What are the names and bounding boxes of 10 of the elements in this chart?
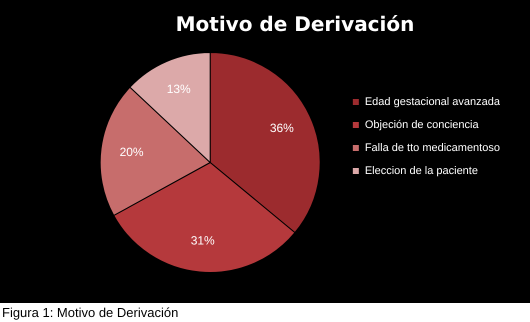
legend-label: Eleccion de la paciente (364, 165, 478, 178)
text: Figura 1: Motivo de Derivación (1, 304, 180, 322)
data-label: 20% (120, 144, 144, 159)
chart-title: Motivo de Derivación (176, 12, 414, 36)
data-label: 31% (190, 234, 216, 248)
data-label: 13% (166, 82, 192, 96)
legend-label: Objeción de conciencia (364, 119, 480, 132)
legend-label: Falla de tto medicamentoso (364, 142, 500, 154)
legend-label: Edad gestacional avanzada (364, 96, 501, 108)
data-label: 36% (270, 121, 294, 136)
